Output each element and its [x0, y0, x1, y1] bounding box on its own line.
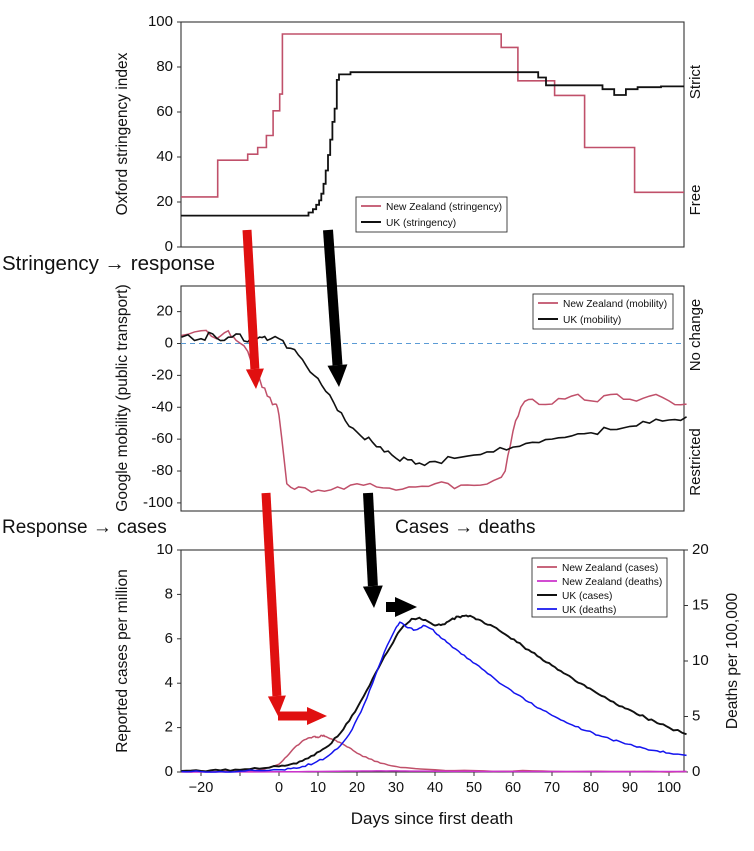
- svg-text:UK (cases): UK (cases): [562, 591, 612, 602]
- svg-text:10: 10: [156, 541, 173, 558]
- svg-text:20: 20: [156, 303, 173, 320]
- svg-text:80: 80: [156, 58, 173, 75]
- svg-text:Google mobility (public transp: Google mobility (public transport): [114, 284, 131, 511]
- svg-text:Reported cases per million: Reported cases per million: [114, 569, 131, 753]
- svg-text:15: 15: [692, 597, 709, 614]
- svg-text:40: 40: [156, 148, 173, 165]
- svg-text:-60: -60: [151, 430, 173, 447]
- svg-text:UK (mobility): UK (mobility): [563, 315, 621, 326]
- svg-text:Stringency → response: Stringency → response: [2, 252, 215, 275]
- svg-text:Free: Free: [687, 185, 704, 216]
- svg-text:−20: −20: [189, 780, 214, 796]
- svg-text:-80: -80: [151, 462, 173, 479]
- svg-text:Cases → deaths: Cases → deaths: [395, 517, 535, 538]
- svg-text:5: 5: [692, 708, 700, 725]
- svg-text:-100: -100: [143, 494, 173, 511]
- svg-text:New Zealand (mobility): New Zealand (mobility): [563, 299, 667, 310]
- svg-text:UK (deaths): UK (deaths): [562, 605, 616, 616]
- svg-text:20: 20: [156, 193, 173, 210]
- svg-text:-20: -20: [151, 366, 173, 383]
- svg-text:New Zealand (cases): New Zealand (cases): [562, 563, 658, 574]
- svg-text:0: 0: [165, 335, 173, 352]
- svg-text:-40: -40: [151, 398, 173, 415]
- svg-text:80: 80: [583, 780, 599, 796]
- svg-text:10: 10: [692, 652, 709, 669]
- svg-text:20: 20: [349, 780, 365, 796]
- svg-text:UK (stringency): UK (stringency): [386, 218, 456, 229]
- svg-text:20: 20: [692, 541, 709, 558]
- svg-text:0: 0: [692, 763, 700, 780]
- svg-text:0: 0: [275, 780, 283, 796]
- svg-text:No change: No change: [687, 299, 704, 372]
- svg-text:90: 90: [622, 780, 638, 796]
- svg-text:30: 30: [388, 780, 404, 796]
- svg-text:Days since first death: Days since first death: [351, 809, 514, 828]
- svg-text:Response → cases: Response → cases: [2, 517, 167, 538]
- svg-text:50: 50: [466, 780, 482, 796]
- svg-text:New Zealand (stringency): New Zealand (stringency): [386, 202, 502, 213]
- svg-text:70: 70: [544, 780, 560, 796]
- svg-text:40: 40: [427, 780, 443, 796]
- svg-text:New Zealand (deaths): New Zealand (deaths): [562, 577, 662, 588]
- svg-text:8: 8: [165, 585, 173, 602]
- svg-text:Oxford stringency index: Oxford stringency index: [114, 52, 131, 215]
- svg-text:0: 0: [165, 763, 173, 780]
- svg-text:Restricted: Restricted: [687, 428, 704, 496]
- svg-text:4: 4: [165, 674, 173, 691]
- svg-text:2: 2: [165, 719, 173, 736]
- svg-text:100: 100: [148, 13, 173, 30]
- svg-text:Strict: Strict: [687, 64, 704, 99]
- svg-text:60: 60: [156, 103, 173, 120]
- svg-text:60: 60: [505, 780, 521, 796]
- svg-text:6: 6: [165, 630, 173, 647]
- svg-text:Deaths per 100,000: Deaths per 100,000: [724, 593, 741, 730]
- svg-text:100: 100: [657, 780, 681, 796]
- svg-text:10: 10: [310, 780, 326, 796]
